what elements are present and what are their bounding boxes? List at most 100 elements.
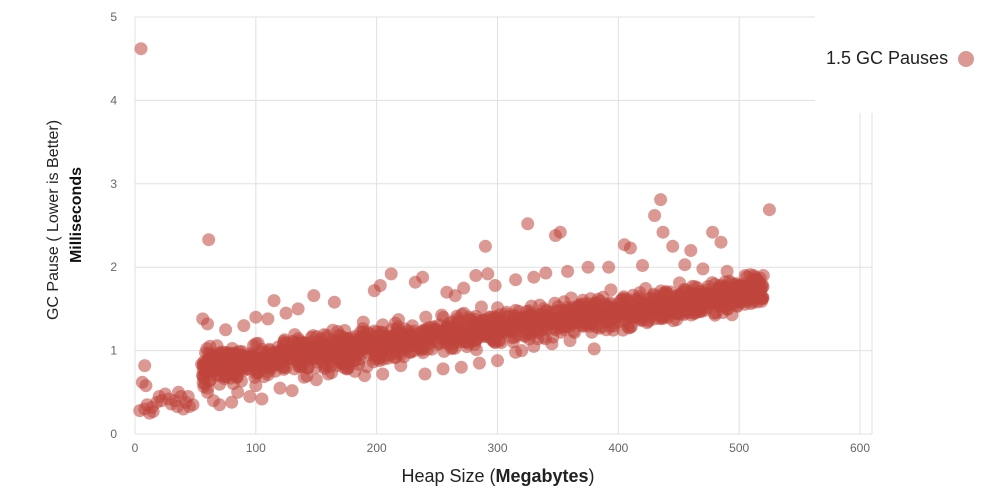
scatter-point [478, 239, 492, 253]
y-axis-title-units: Milliseconds [68, 167, 85, 263]
scatter-point [249, 379, 263, 393]
scatter-point [213, 398, 227, 412]
scatter-point [522, 327, 536, 341]
scatter-point [597, 297, 611, 311]
scatter-point [521, 217, 535, 231]
scatter-point [309, 373, 323, 387]
scatter-point [297, 370, 311, 384]
scatter-point [658, 295, 672, 309]
y-tick-label: 5 [110, 10, 117, 24]
scatter-point [226, 347, 240, 361]
scatter-point [690, 299, 704, 313]
scatter-point [249, 310, 263, 324]
legend-label: 1.5 GC Pauses [826, 48, 949, 68]
scatter-point [567, 311, 581, 325]
scatter-point [756, 269, 770, 282]
scatter-point [286, 348, 300, 362]
scatter-point [273, 381, 287, 395]
scatter-point [288, 328, 302, 342]
scatter-point [277, 359, 291, 373]
scatter-point [477, 325, 491, 339]
x-axis-title-prefix: Heap Size ( [401, 466, 496, 486]
scatter-point [617, 290, 631, 304]
scatter-point [219, 323, 233, 337]
scatter-point [203, 339, 217, 353]
scatter-point [660, 309, 674, 323]
scatter-point [673, 276, 686, 290]
scatter-point [419, 310, 433, 324]
scatter-point [623, 320, 637, 334]
scatter-point [666, 239, 680, 253]
scatter-point [231, 385, 245, 399]
scatter-point [491, 354, 504, 368]
scatter-point [481, 267, 495, 281]
scatter-point [373, 279, 387, 292]
scatter-point [531, 312, 545, 326]
scatter-point [696, 262, 710, 276]
x-tick-label: 200 [367, 441, 387, 455]
scatter-point [315, 342, 329, 356]
scatter-point [636, 259, 649, 272]
y-axis-title-bold: Milliseconds [68, 167, 85, 263]
scatter-point [602, 260, 616, 274]
scatter-point [454, 360, 468, 374]
scatter-point [537, 302, 551, 316]
legend[interactable]: 1.5 GC Pauses [826, 48, 975, 69]
scatter-point [457, 281, 471, 295]
x-tick-label: 0 [132, 441, 139, 455]
scatter-point [335, 329, 349, 343]
scatter-point [685, 279, 699, 293]
scatter-point [201, 352, 215, 366]
scatter-point [561, 264, 575, 278]
scatter-point [539, 266, 553, 280]
scatter-point [678, 258, 692, 272]
scatter-point [429, 331, 443, 345]
y-axis-title-main: GC Pause ( Lower is Better) [45, 120, 62, 320]
scatter-point [417, 327, 431, 340]
y-tick-label: 1 [110, 344, 117, 358]
scatter-point [527, 339, 541, 353]
scatter-point [599, 323, 613, 337]
scatter-point [291, 302, 305, 316]
scatter-point [309, 330, 323, 344]
scatter-point [678, 302, 692, 316]
scatter-point [436, 362, 450, 376]
scatter-point [509, 315, 523, 329]
scatter-point [630, 299, 644, 313]
scatter-point [656, 225, 670, 239]
scatter-point [462, 312, 476, 326]
scatter-point [539, 322, 553, 335]
scatter-point [488, 335, 502, 349]
scatter-point [237, 319, 251, 333]
scatter-point [581, 260, 595, 274]
scatter-point [181, 390, 195, 403]
scatter-point [205, 364, 219, 378]
scatter-point [747, 269, 761, 282]
scatter-point [138, 359, 152, 373]
scatter-point [358, 369, 372, 383]
scatter-point [488, 279, 502, 292]
scatter-point [440, 330, 453, 344]
x-tick-label: 100 [246, 441, 266, 455]
legend-marker-icon [958, 50, 975, 67]
x-tick-label: 400 [608, 441, 628, 455]
scatter-point [416, 270, 430, 284]
scatter-point [701, 280, 715, 293]
scatter-point [582, 297, 596, 311]
scatter-point [134, 42, 148, 56]
scatter-point [564, 291, 578, 305]
scatter-point [291, 338, 305, 352]
scatter-point [642, 314, 655, 328]
scatter-point [706, 225, 720, 239]
scatter-point [327, 295, 341, 309]
scatter-point [684, 244, 698, 257]
scatter-point [587, 342, 601, 356]
scatter-point [553, 225, 567, 239]
scatter-point [358, 327, 372, 341]
scatter-point [384, 267, 398, 281]
scatter-point [604, 283, 618, 297]
scatter-point [279, 306, 293, 320]
x-axis-title-suffix: ) [588, 466, 595, 486]
y-axis-ticks: 0 1 2 3 4 5 [110, 10, 117, 441]
scatter-point [563, 334, 577, 348]
